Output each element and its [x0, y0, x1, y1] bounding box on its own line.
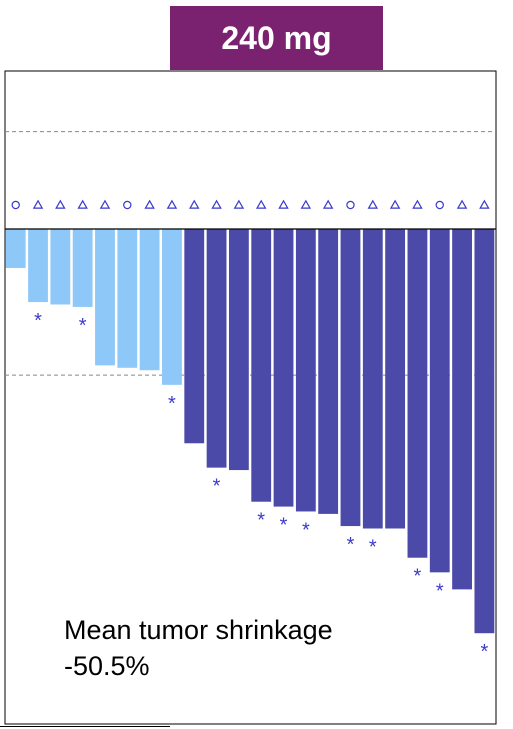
data-bar: [28, 229, 48, 303]
data-bar: [95, 229, 115, 366]
circle-marker: [11, 200, 20, 210]
asterisk-marker: *: [34, 310, 42, 332]
data-bar: [5, 229, 26, 268]
triangle-marker: [144, 199, 155, 209]
data-bar: [385, 229, 406, 529]
mean-shrinkage-annotation: Mean tumor shrinkage -50.5%: [64, 612, 333, 684]
circle-marker: [123, 200, 132, 210]
footnote-rule: [0, 726, 170, 727]
asterisk-marker: *: [302, 519, 310, 541]
data-bar: [273, 229, 294, 507]
triangle-marker: [32, 199, 44, 209]
data-bar: [318, 229, 339, 514]
data-bar: [206, 229, 227, 468]
data-bar: [295, 229, 316, 512]
annotation-label: Mean tumor shrinkage: [64, 615, 333, 645]
asterisk-marker: *: [480, 641, 488, 663]
data-bar: [407, 229, 428, 558]
data-bar: [50, 229, 71, 305]
dose-header: 240 mg: [170, 6, 383, 70]
triangle-marker: [412, 199, 423, 209]
asterisk-marker: *: [213, 476, 221, 498]
asterisk-marker: *: [79, 315, 87, 337]
annotation-value: -50.5%: [64, 651, 150, 681]
dose-label: 240 mg: [221, 19, 332, 56]
triangle-marker: [255, 199, 267, 209]
triangle-marker: [211, 199, 222, 209]
circle-marker: [346, 200, 355, 210]
triangle-marker: [189, 199, 200, 209]
triangle-marker: [278, 199, 289, 209]
asterisk-marker: *: [168, 393, 176, 415]
triangle-marker: [166, 199, 178, 209]
circle-marker: [435, 200, 444, 210]
triangle-marker: [456, 199, 468, 209]
data-bar: [184, 229, 205, 444]
data-bar: [452, 229, 472, 590]
asterisk-marker: *: [369, 537, 377, 559]
plot-frame: [4, 70, 497, 725]
asterisk-marker: *: [280, 515, 288, 537]
triangle-marker: [300, 199, 312, 209]
data-bar: [362, 229, 383, 529]
asterisk-marker: *: [436, 580, 444, 602]
data-bar: [139, 229, 160, 371]
triangle-marker: [367, 199, 379, 209]
data-bar: [117, 229, 138, 368]
triangle-marker: [322, 199, 334, 209]
triangle-marker: [99, 199, 111, 209]
data-bar: [429, 229, 450, 573]
data-bar: [162, 229, 182, 385]
triangle-marker: [233, 199, 245, 209]
data-bar: [228, 229, 249, 471]
data-bar: [474, 229, 495, 634]
data-bar: [251, 229, 272, 502]
asterisk-marker: *: [257, 510, 265, 532]
asterisk-marker: *: [347, 534, 355, 556]
triangle-marker: [55, 199, 66, 209]
triangle-marker: [479, 199, 490, 209]
asterisk-marker: *: [414, 566, 422, 588]
data-bar: [340, 229, 361, 527]
data-bar: [72, 229, 93, 307]
triangle-marker: [389, 199, 401, 209]
triangle-marker: [77, 199, 88, 209]
